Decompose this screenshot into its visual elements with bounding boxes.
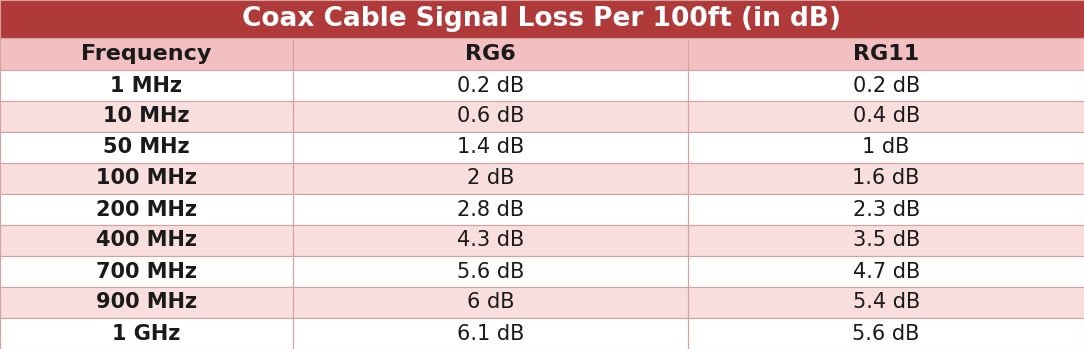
Text: 6 dB: 6 dB — [467, 292, 514, 312]
Text: 0.6 dB: 0.6 dB — [456, 106, 525, 126]
Bar — [0, 0, 1084, 38]
Bar — [688, 132, 1084, 163]
Bar — [293, 225, 688, 256]
Bar — [688, 38, 1084, 70]
Bar — [0, 132, 293, 163]
Text: 2.3 dB: 2.3 dB — [852, 200, 920, 220]
Bar — [0, 318, 293, 349]
Text: 0.2 dB: 0.2 dB — [852, 75, 920, 96]
Text: 4.7 dB: 4.7 dB — [852, 261, 920, 282]
Bar — [0, 70, 293, 101]
Text: 1 dB: 1 dB — [863, 138, 909, 157]
Bar — [0, 163, 293, 194]
Text: 5.6 dB: 5.6 dB — [456, 261, 525, 282]
Bar — [293, 287, 688, 318]
Text: Coax Cable Signal Loss Per 100ft (in dB): Coax Cable Signal Loss Per 100ft (in dB) — [243, 6, 841, 32]
Text: 400 MHz: 400 MHz — [95, 230, 197, 251]
Text: 50 MHz: 50 MHz — [103, 138, 190, 157]
Bar — [293, 132, 688, 163]
Text: 2 dB: 2 dB — [467, 169, 514, 188]
Bar — [0, 287, 293, 318]
Bar — [688, 225, 1084, 256]
Bar — [293, 256, 688, 287]
Text: 0.4 dB: 0.4 dB — [852, 106, 920, 126]
Bar — [0, 225, 293, 256]
Text: Frequency: Frequency — [81, 44, 211, 64]
Text: 1.6 dB: 1.6 dB — [852, 169, 920, 188]
Text: 5.4 dB: 5.4 dB — [852, 292, 920, 312]
Text: 700 MHz: 700 MHz — [95, 261, 197, 282]
Text: RG11: RG11 — [853, 44, 919, 64]
Text: 1.4 dB: 1.4 dB — [456, 138, 525, 157]
Bar — [688, 163, 1084, 194]
Bar — [688, 70, 1084, 101]
Text: 2.8 dB: 2.8 dB — [457, 200, 524, 220]
Bar — [688, 194, 1084, 225]
Bar — [0, 194, 293, 225]
Bar — [293, 101, 688, 132]
Bar — [688, 101, 1084, 132]
Bar — [293, 70, 688, 101]
Text: 5.6 dB: 5.6 dB — [852, 324, 920, 343]
Bar — [0, 101, 293, 132]
Bar — [293, 163, 688, 194]
Bar — [688, 287, 1084, 318]
Text: 0.2 dB: 0.2 dB — [456, 75, 525, 96]
Bar — [293, 318, 688, 349]
Bar — [688, 256, 1084, 287]
Text: 4.3 dB: 4.3 dB — [456, 230, 525, 251]
Bar — [0, 38, 293, 70]
Text: RG6: RG6 — [465, 44, 516, 64]
Text: 100 MHz: 100 MHz — [95, 169, 197, 188]
Bar — [293, 194, 688, 225]
Text: 900 MHz: 900 MHz — [95, 292, 197, 312]
Text: 6.1 dB: 6.1 dB — [456, 324, 525, 343]
Text: 1 MHz: 1 MHz — [111, 75, 182, 96]
Text: 3.5 dB: 3.5 dB — [852, 230, 920, 251]
Bar — [688, 318, 1084, 349]
Bar — [0, 256, 293, 287]
Text: 10 MHz: 10 MHz — [103, 106, 190, 126]
Text: 1 GHz: 1 GHz — [112, 324, 181, 343]
Bar — [293, 38, 688, 70]
Text: 200 MHz: 200 MHz — [95, 200, 197, 220]
